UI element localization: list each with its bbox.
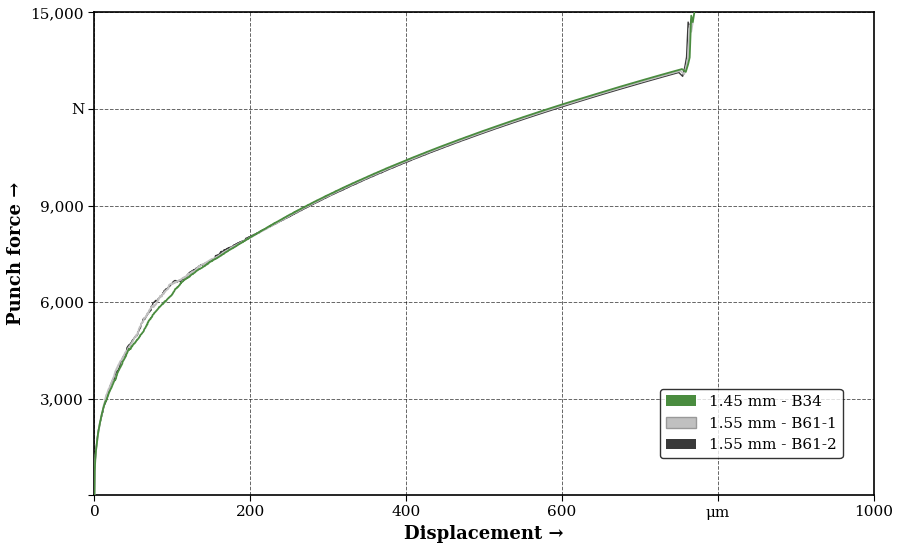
Legend: 1.45 mm - B34, 1.55 mm - B61-1, 1.55 mm - B61-2: 1.45 mm - B34, 1.55 mm - B61-1, 1.55 mm … (660, 389, 842, 459)
Y-axis label: Punch force →: Punch force → (7, 182, 25, 326)
X-axis label: Displacement →: Displacement → (404, 525, 563, 543)
